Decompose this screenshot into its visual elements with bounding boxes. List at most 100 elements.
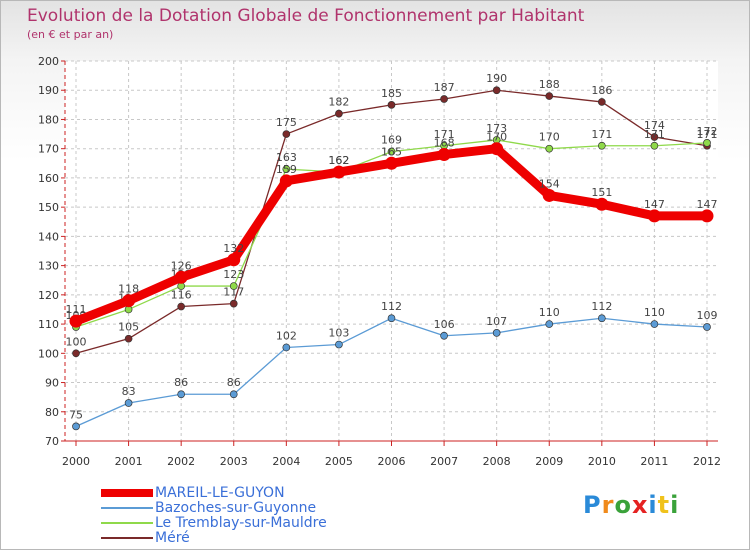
chart-title: Evolution de la Dotation Globale de Fonc…	[27, 6, 585, 26]
data-point-m-r-	[177, 302, 186, 311]
data-label-m-r-: 105	[118, 321, 139, 334]
data-label-le-tremblay-sur-mauldre: 123	[223, 268, 244, 281]
data-label-le-tremblay-sur-mauldre: 171	[591, 128, 612, 141]
data-label-bazoches-sur-guyonne: 103	[328, 327, 349, 340]
data-point-mareil-le-guyon	[227, 253, 241, 267]
data-label-m-r-: 117	[223, 286, 244, 299]
data-label-bazoches-sur-guyonne: 83	[122, 385, 136, 398]
data-point-m-r-	[650, 133, 659, 141]
data-point-m-r-	[229, 299, 238, 308]
data-label-mareil-le-guyon: 147	[644, 198, 665, 211]
data-point-bazoches-sur-guyonne	[177, 390, 186, 399]
data-point-mareil-le-guyon	[69, 314, 83, 328]
data-point-le-tremblay-sur-mauldre	[282, 165, 291, 174]
logo-letter: P	[583, 491, 602, 519]
chart-subtitle: (en € et par an)	[27, 28, 114, 41]
data-point-m-r-	[282, 130, 291, 138]
data-point-bazoches-sur-guyonne	[229, 390, 238, 399]
legend-swatch-mareil	[101, 489, 153, 497]
y-tick-label: 100	[38, 347, 59, 360]
legend-swatch-mere	[101, 537, 153, 539]
y-tick-label: 140	[38, 230, 59, 243]
data-label-m-r-: 116	[171, 289, 192, 302]
y-tick-label: 160	[38, 172, 59, 185]
data-label-le-tremblay-sur-mauldre: 170	[539, 131, 560, 144]
data-label-bazoches-sur-guyonne: 110	[644, 306, 665, 319]
data-point-bazoches-sur-guyonne	[124, 399, 133, 407]
data-label-bazoches-sur-guyonne: 110	[539, 306, 560, 319]
x-tick-label: 2001	[115, 455, 143, 468]
data-point-le-tremblay-sur-mauldre	[650, 141, 659, 150]
x-tick-label: 2011	[640, 455, 668, 468]
data-point-bazoches-sur-guyonne	[440, 331, 448, 340]
legend-label-tremblay: Le Tremblay-sur-Mauldre	[155, 515, 327, 531]
data-label-mareil-le-guyon: 126	[171, 259, 192, 272]
data-label-le-tremblay-sur-mauldre: 162	[328, 154, 349, 167]
legend-label-mere: Méré	[155, 530, 190, 546]
data-point-bazoches-sur-guyonne	[282, 343, 291, 352]
x-tick-label: 2003	[220, 455, 248, 468]
x-tick-label: 2008	[483, 455, 511, 468]
data-label-le-tremblay-sur-mauldre: 171	[644, 128, 665, 141]
data-label-mareil-le-guyon: 159	[276, 163, 297, 176]
series-bazoches-sur-guyonne: 75 83 86 86 102 103 112 106 107 110 112 110 109	[69, 300, 718, 431]
data-point-mareil-le-guyon	[174, 270, 188, 284]
y-tick-label: 170	[38, 143, 59, 156]
data-label-le-tremblay-sur-mauldre: 169	[381, 134, 402, 147]
plot-area	[65, 61, 718, 441]
data-label-m-r-: 182	[328, 96, 349, 109]
data-label-bazoches-sur-guyonne: 106	[434, 318, 455, 331]
data-point-le-tremblay-sur-mauldre	[597, 141, 606, 150]
logo-letter: o	[614, 491, 632, 519]
data-point-m-r-	[335, 109, 343, 118]
data-point-bazoches-sur-guyonne	[597, 314, 606, 323]
x-tick-label: 2009	[535, 455, 563, 468]
data-label-m-r-: 188	[539, 78, 560, 91]
data-point-m-r-	[387, 100, 396, 109]
y-tick-label: 190	[38, 84, 59, 97]
data-point-mareil-le-guyon	[542, 188, 556, 202]
y-tick-label: 120	[38, 289, 59, 302]
data-point-bazoches-sur-guyonne	[703, 323, 711, 331]
data-label-m-r-: 175	[276, 116, 297, 129]
data-label-bazoches-sur-guyonne: 86	[227, 376, 241, 389]
y-tick-label: 90	[45, 377, 59, 390]
data-label-m-r-: 100	[66, 335, 87, 348]
logo-letter: x	[631, 491, 649, 519]
data-label-bazoches-sur-guyonne: 75	[69, 408, 83, 421]
data-label-mareil-le-guyon: 111	[66, 303, 87, 316]
data-point-bazoches-sur-guyonne	[492, 328, 501, 337]
data-point-mareil-le-guyon	[437, 148, 451, 162]
data-label-bazoches-sur-guyonne: 112	[591, 300, 612, 313]
data-point-mareil-le-guyon	[385, 156, 398, 170]
x-tick-label: 2006	[378, 455, 406, 468]
data-point-mareil-le-guyon	[700, 209, 714, 223]
data-point-mareil-le-guyon	[490, 142, 504, 156]
data-point-le-tremblay-sur-mauldre	[703, 138, 711, 147]
series-le-tremblay-sur-mauldre: 109115123123163162169171173170171171172	[66, 122, 718, 331]
y-tick-label: 110	[38, 318, 59, 331]
data-point-mareil-le-guyon	[647, 209, 661, 223]
data-point-m-r-	[72, 349, 80, 358]
legend-swatch-bazoches	[101, 507, 153, 509]
y-tick-label: 130	[38, 260, 59, 273]
data-point-m-r-	[124, 334, 133, 343]
x-tick-label: 2007	[430, 455, 458, 468]
data-point-m-r-	[597, 98, 606, 106]
data-label-m-r-: 186	[591, 84, 612, 97]
logo-letter: i	[648, 491, 658, 519]
data-point-m-r-	[545, 92, 554, 100]
logo-letter: i	[670, 491, 680, 519]
data-label-mareil-le-guyon: 162	[328, 154, 349, 167]
data-label-mareil-le-guyon: 168	[434, 137, 455, 150]
data-point-bazoches-sur-guyonne	[387, 314, 396, 323]
y-tick-label: 70	[45, 435, 59, 448]
x-tick-label: 2005	[325, 455, 353, 468]
data-point-le-tremblay-sur-mauldre	[545, 144, 554, 153]
legend-label-mareil: MAREIL-LE-GUYON	[155, 485, 285, 501]
data-label-mareil-le-guyon: 170	[486, 131, 507, 144]
data-label-le-tremblay-sur-mauldre: 163	[276, 151, 297, 164]
